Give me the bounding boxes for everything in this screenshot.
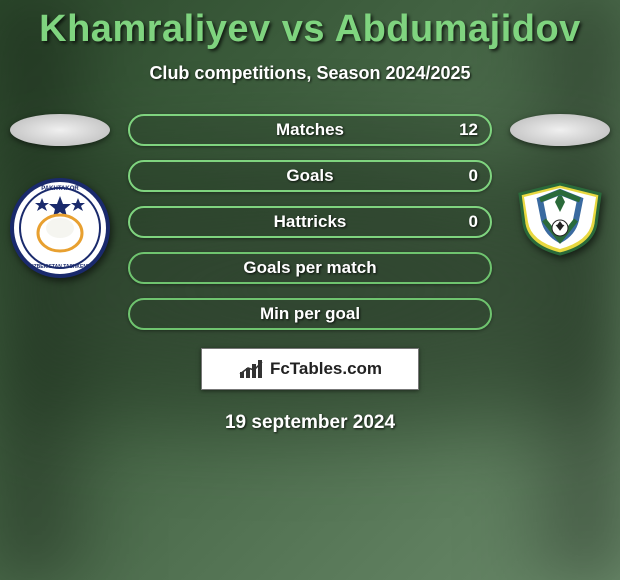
stats-column: Matches 12 Goals 0 Hattricks 0 Goals per… [110, 114, 510, 330]
brand-chart-icon [238, 358, 266, 380]
page-title: Khamraliyev vs Abdumajidov [0, 8, 620, 51]
stat-label: Matches [276, 120, 344, 140]
left-player-column: PAKHTAKOR UZBEKISTAN TASHKENT [10, 114, 110, 283]
stat-pill-matches: Matches 12 [128, 114, 492, 146]
stat-pill-goals: Goals 0 [128, 160, 492, 192]
stat-right-value: 0 [469, 166, 478, 186]
left-club-logo: PAKHTAKOR UZBEKISTAN TASHKENT [10, 178, 110, 283]
svg-text:PAKHTAKOR: PAKHTAKOR [41, 186, 79, 192]
stat-right-value: 0 [469, 212, 478, 232]
infographic-container: Khamraliyev vs Abdumajidov Club competit… [0, 0, 620, 434]
brand-box[interactable]: FcTables.com [201, 348, 419, 390]
brand-text: FcTables.com [270, 359, 382, 379]
stat-label: Hattricks [274, 212, 347, 232]
svg-text:UZBEKISTAN TASHKENT: UZBEKISTAN TASHKENT [30, 264, 90, 270]
right-player-column [510, 114, 610, 263]
stat-pill-min-per-goal: Min per goal [128, 298, 492, 330]
right-player-photo [510, 114, 610, 146]
main-row: PAKHTAKOR UZBEKISTAN TASHKENT Matches 12… [0, 114, 620, 330]
stat-label: Goals per match [243, 258, 376, 278]
stat-pill-hattricks: Hattricks 0 [128, 206, 492, 238]
stat-pill-goals-per-match: Goals per match [128, 252, 492, 284]
left-player-photo [10, 114, 110, 146]
stat-label: Min per goal [260, 304, 360, 324]
right-club-logo [510, 178, 610, 263]
stat-right-value: 12 [459, 120, 478, 140]
subtitle: Club competitions, Season 2024/2025 [0, 63, 620, 84]
stat-label: Goals [286, 166, 333, 186]
date-line: 19 september 2024 [0, 412, 620, 434]
